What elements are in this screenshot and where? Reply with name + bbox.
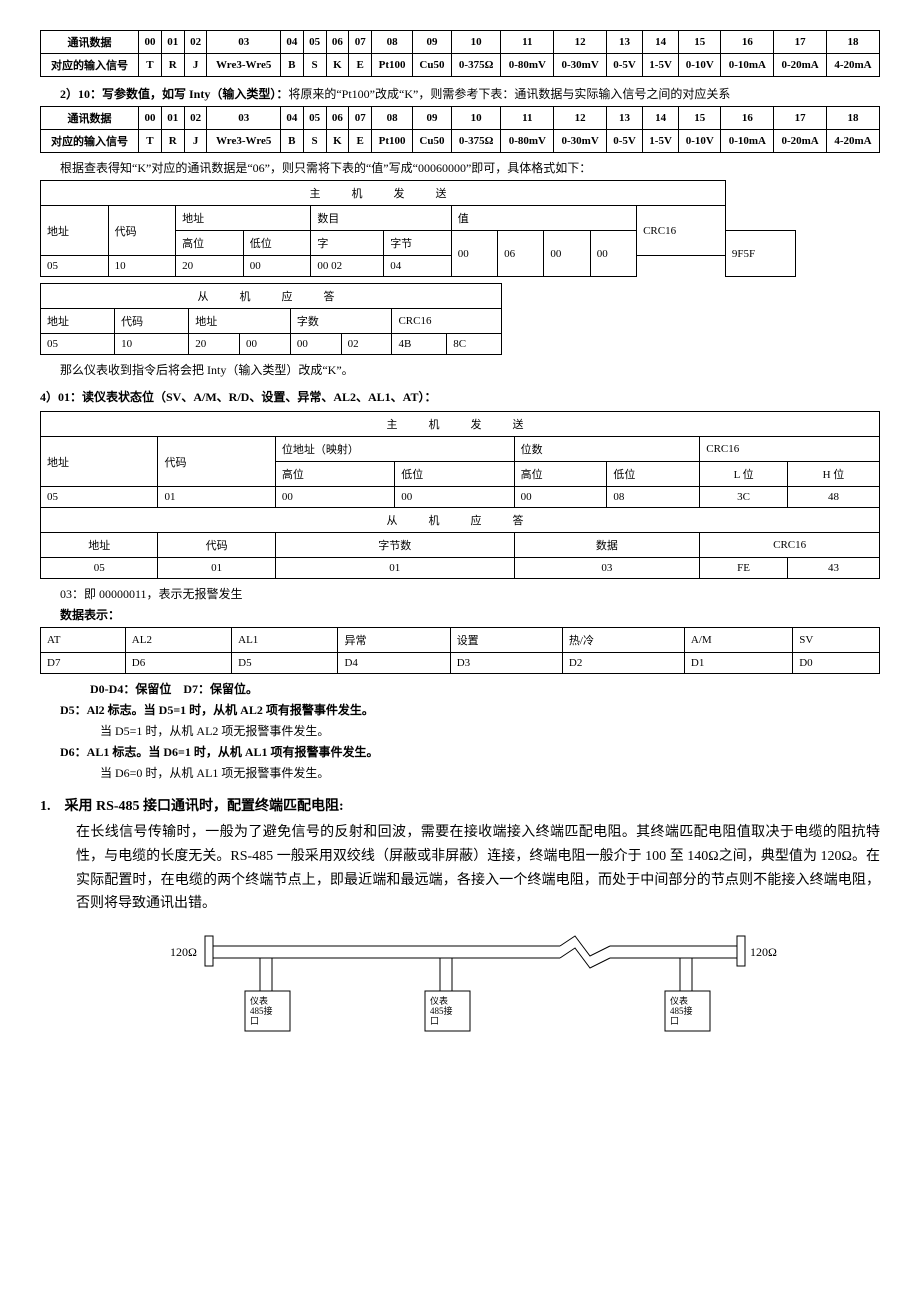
d6-note-a: D6：AL1 标志。当 D6=1 时，从机 AL1 项有报警事件发生。: [60, 743, 880, 760]
svg-text:仪表: 仪表: [670, 995, 688, 1006]
d5-note-a: D5：Al2 标志。当 D5=1 时，从机 AL2 项有报警事件发生。: [60, 701, 880, 718]
reserve-note: D0-D4：保留位 D7：保留位。: [90, 680, 880, 697]
lookup-note: 根据查表得知“K”对应的通讯数据是“06”，则只需将下表的“值”写成“00060…: [40, 159, 880, 176]
row-label: 通讯数据: [41, 31, 139, 54]
svg-text:口: 口: [250, 1016, 259, 1026]
row-label: 对应的输入信号: [41, 54, 139, 77]
svg-text:口: 口: [430, 1016, 439, 1026]
d5-note-b: 当 D5=1 时，从机 AL2 项无报警事件发生。: [100, 722, 880, 739]
slave-reply-table-1: 从 机 应 答 地址 代码 地址 字数 CRC16 05 10 20 00 00…: [40, 283, 502, 355]
section-4-title: 4）01：读仪表状态位（SV、A/M、R/D、设置、异常、AL2、AL1、AT）…: [40, 388, 880, 405]
d6-note-b: 当 D6=0 时，从机 AL1 项无报警事件发生。: [100, 764, 880, 781]
section-2-title: 2）10：写参数值，如写 Inty（输入类型）：将原来的“Pt100”改成“K”…: [40, 85, 880, 102]
host-send-table-1: 主 机 发 送 地址 代码 地址 数目 值 CRC16 高位 低位 字 字节 0…: [40, 180, 796, 277]
svg-text:485接: 485接: [430, 1005, 453, 1016]
rs485-diagram: 120Ω 120Ω 仪表 485接 口 仪表 485接 口 仪表 485接 口: [140, 926, 780, 1076]
ohm-left-label: 120Ω: [170, 945, 197, 959]
svg-text:仪表: 仪表: [250, 995, 268, 1006]
rs485-body: 在长线信号传输时，一般为了避免信号的反射和回波，需要在接收端接入终端匹配电阻。其…: [76, 821, 880, 916]
data-repr-title: 数据表示：: [60, 606, 880, 623]
host-send-table-2: 主 机 发 送 地址 代码 位地址（映射） 位数 CRC16 高位 低位 高位 …: [40, 411, 880, 579]
bits-table: AT AL2 AL1 异常 设置 热/冷 A/M SV D7 D6 D5 D4 …: [40, 627, 880, 674]
svg-text:口: 口: [670, 1016, 679, 1026]
status-03-note: 03：即 00000011，表示无报警发生: [60, 585, 880, 602]
signal-map-table-1: 通讯数据 00 01 02 03 04 05 06 07 08 09 10 11…: [40, 30, 880, 77]
signal-map-table-2: 通讯数据 00 01 02 03 04 05 06 07 08 09 10 11…: [40, 106, 880, 153]
ohm-right-label: 120Ω: [750, 945, 777, 959]
after-cmd-note: 那么仪表收到指令后将会把 Inty（输入类型）改成“K”。: [40, 361, 880, 378]
svg-text:485接: 485接: [670, 1005, 693, 1016]
svg-text:485接: 485接: [250, 1005, 273, 1016]
svg-text:仪表: 仪表: [430, 995, 448, 1006]
rs485-title: 1. 采用 RS-485 接口通讯时，配置终端匹配电阻:: [40, 795, 880, 815]
